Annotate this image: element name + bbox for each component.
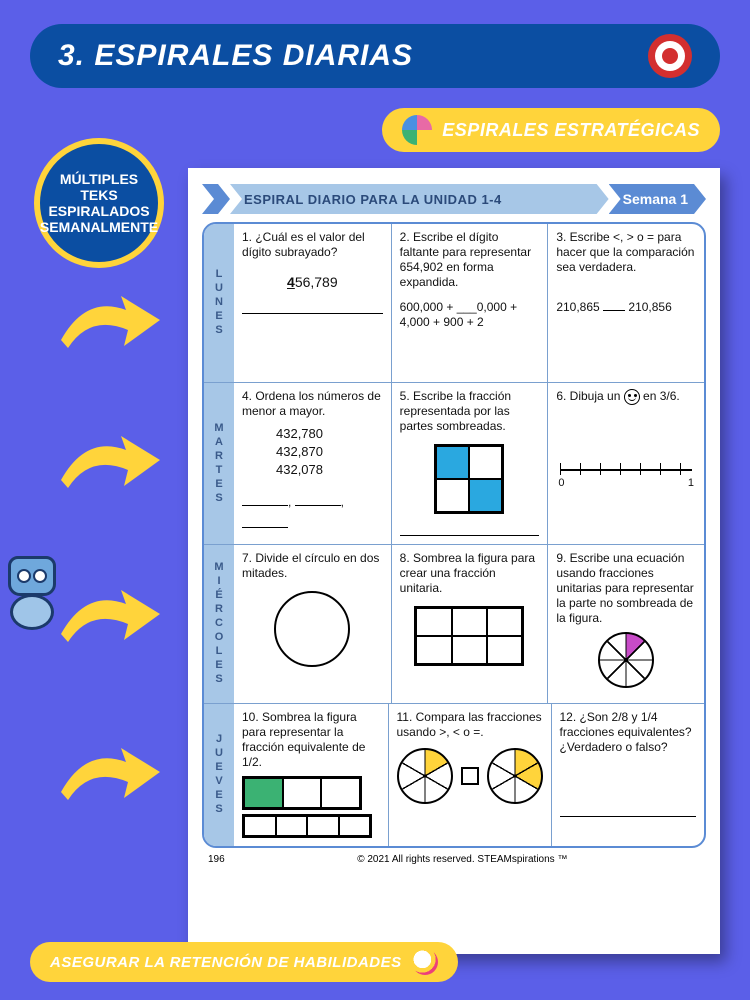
number-line: 0 1 <box>556 453 696 499</box>
robot-icon <box>0 550 72 640</box>
quad-icon <box>402 115 432 145</box>
lightbulb-icon <box>412 949 438 975</box>
bottom-pill: ASEGURAR LA RETENCIÓN DE HABILIDADES <box>30 942 458 982</box>
arrow-icon <box>56 430 166 500</box>
grid-1x3 <box>242 776 362 810</box>
smiley-icon <box>624 389 640 405</box>
day-label: LUNES <box>204 224 234 382</box>
cell-12: 12. ¿Son 2/8 y 1/4 fracciones equivalent… <box>551 704 705 846</box>
day-label: JUEVES <box>204 704 234 846</box>
q7: 7. Divide el círculo en dos mitades. <box>242 551 383 581</box>
arrow-icon <box>56 290 166 360</box>
page-title: 3. ESPIRALES DIARIAS <box>58 39 413 73</box>
worksheet-title: ESPIRAL DIARIO PARA LA UNIDAD 1-4 <box>230 184 609 214</box>
title-bar: 3. ESPIRALES DIARIAS <box>30 24 720 88</box>
q1: 1. ¿Cuál es el valor del dígito subrayad… <box>242 230 383 260</box>
q8: 8. Sombrea la figura para crear una frac… <box>400 551 540 596</box>
q3: 3. Escribe <, > o = para hacer que la co… <box>556 230 696 275</box>
cell-9: 9. Escribe una ecuación usando fraccione… <box>547 545 704 703</box>
worksheet-header: ESPIRAL DIARIO PARA LA UNIDAD 1-4 Semana… <box>202 184 706 214</box>
arrow-icon <box>56 584 166 654</box>
cell-2: 2. Escribe el dígito faltante para repre… <box>391 224 548 382</box>
grid-1x4 <box>242 814 372 838</box>
arrow-icon <box>56 742 166 812</box>
q5: 5. Escribe la fracción representada por … <box>400 389 540 434</box>
worksheet-footer: 196 © 2021 All rights reserved. STEAMspi… <box>202 848 706 865</box>
q11: 11. Compara las fracciones usando >, < o… <box>397 710 543 740</box>
top-pill-label: ESPIRALES ESTRATÉGICAS <box>442 120 700 141</box>
day-label: MARTES <box>204 383 234 544</box>
pie-8 <box>598 632 654 688</box>
cell-4: 4. Ordena los números de menor a mayor. … <box>234 383 391 544</box>
cell-5: 5. Escribe la fracción representada por … <box>391 383 548 544</box>
circle-shape <box>274 591 350 667</box>
target-icon <box>648 34 692 78</box>
compare-box <box>461 767 479 785</box>
grid-2x3 <box>414 606 524 666</box>
cell-10: 10. Sombrea la figura para representar l… <box>234 704 388 846</box>
q4: 4. Ordena los números de menor a mayor. <box>242 389 383 419</box>
q10: 10. Sombrea la figura para representar l… <box>242 710 380 770</box>
q2: 2. Escribe el dígito faltante para repre… <box>400 230 540 290</box>
q6: 6. Dibuja un en 3/6. <box>556 389 696 405</box>
q9: 9. Escribe una ecuación usando fraccione… <box>556 551 696 626</box>
badge-text: MÚLTIPLES TEKS ESPIRALADOS SEMANALMENTE <box>40 171 158 235</box>
cell-3: 3. Escribe <, > o = para hacer que la co… <box>547 224 704 382</box>
top-pill: ESPIRALES ESTRATÉGICAS <box>382 108 720 152</box>
pie-6-a <box>397 748 453 804</box>
cell-7: 7. Divide el círculo en dos mitades. <box>234 545 391 703</box>
bottom-pill-label: ASEGURAR LA RETENCIÓN DE HABILIDADES <box>50 954 402 971</box>
worksheet-grid: LUNES 1. ¿Cuál es el valor del dígito su… <box>202 222 706 848</box>
q12: 12. ¿Son 2/8 y 1/4 fracciones equivalent… <box>560 710 697 755</box>
day-label: MIÉRCOLES <box>204 545 234 703</box>
copyright: © 2021 All rights reserved. STEAMspirati… <box>357 854 567 865</box>
worksheet-week: Semana 1 <box>609 184 706 214</box>
cell-1: 1. ¿Cuál es el valor del dígito subrayad… <box>234 224 391 382</box>
worksheet: ESPIRAL DIARIO PARA LA UNIDAD 1-4 Semana… <box>188 168 720 954</box>
badge-circle: MÚLTIPLES TEKS ESPIRALADOS SEMANALMENTE <box>34 138 164 268</box>
cell-6: 6. Dibuja un en 3/6. 0 1 <box>547 383 704 544</box>
cell-8: 8. Sombrea la figura para crear una frac… <box>391 545 548 703</box>
cell-11: 11. Compara las fracciones usando >, < o… <box>388 704 551 846</box>
page-number: 196 <box>208 854 225 865</box>
four-square <box>434 444 504 514</box>
pie-6-b <box>487 748 543 804</box>
